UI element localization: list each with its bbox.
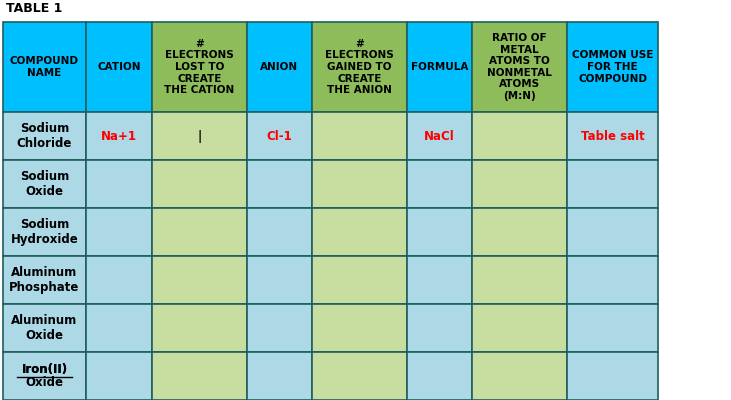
- Bar: [246, 112, 312, 160]
- Bar: [407, 304, 472, 352]
- Bar: [312, 256, 407, 304]
- Text: #
ELECTRONS
GAINED TO
CREATE
THE ANION: # ELECTRONS GAINED TO CREATE THE ANION: [325, 39, 394, 95]
- Text: Sodium
Oxide: Sodium Oxide: [20, 170, 69, 198]
- Bar: [312, 352, 407, 400]
- Bar: [152, 304, 246, 352]
- Bar: [312, 304, 407, 352]
- Bar: [407, 352, 472, 400]
- Bar: [246, 208, 312, 256]
- Bar: [152, 112, 246, 160]
- Bar: [3, 22, 86, 112]
- Bar: [472, 352, 567, 400]
- Bar: [567, 256, 658, 304]
- Bar: [246, 352, 312, 400]
- Text: NaCl: NaCl: [424, 130, 455, 142]
- Text: Cl-1: Cl-1: [267, 130, 292, 142]
- Bar: [472, 208, 567, 256]
- Bar: [472, 304, 567, 352]
- Text: COMMON USE
FOR THE
COMPOUND: COMMON USE FOR THE COMPOUND: [572, 50, 654, 84]
- Bar: [246, 160, 312, 208]
- Text: Na+1: Na+1: [101, 130, 137, 142]
- Text: CATION: CATION: [97, 62, 141, 72]
- Bar: [472, 256, 567, 304]
- Text: Aluminum
Oxide: Aluminum Oxide: [12, 314, 77, 342]
- Bar: [3, 256, 86, 304]
- Bar: [312, 112, 407, 160]
- Bar: [3, 304, 86, 352]
- Text: Sodium
Chloride: Sodium Chloride: [17, 122, 72, 150]
- Bar: [246, 256, 312, 304]
- Bar: [407, 256, 472, 304]
- Bar: [152, 352, 246, 400]
- Text: COMPOUND
NAME: COMPOUND NAME: [10, 56, 79, 78]
- Text: Sodium
Hydroxide: Sodium Hydroxide: [11, 218, 78, 246]
- Text: ANION: ANION: [260, 62, 298, 72]
- Text: Aluminum
Phosphate: Aluminum Phosphate: [10, 266, 80, 294]
- Bar: [567, 112, 658, 160]
- Text: Table salt: Table salt: [580, 130, 645, 142]
- Bar: [246, 304, 312, 352]
- Text: Iron(II): Iron(II): [21, 363, 67, 376]
- Bar: [86, 208, 152, 256]
- Text: Oxide: Oxide: [26, 376, 64, 389]
- Text: TABLE 1: TABLE 1: [7, 2, 63, 15]
- Bar: [407, 112, 472, 160]
- Bar: [567, 160, 658, 208]
- Text: |: |: [197, 130, 202, 142]
- Bar: [312, 208, 407, 256]
- Bar: [152, 256, 246, 304]
- Bar: [86, 256, 152, 304]
- Bar: [567, 22, 658, 112]
- Bar: [86, 160, 152, 208]
- Text: RATIO OF
METAL
ATOMS TO
NONMETAL
ATOMS
(M:N): RATIO OF METAL ATOMS TO NONMETAL ATOMS (…: [488, 33, 552, 101]
- Bar: [86, 112, 152, 160]
- Bar: [567, 304, 658, 352]
- Bar: [3, 160, 86, 208]
- Bar: [3, 352, 86, 400]
- Bar: [472, 22, 567, 112]
- Bar: [407, 160, 472, 208]
- Bar: [152, 160, 246, 208]
- Bar: [567, 208, 658, 256]
- Bar: [3, 208, 86, 256]
- Bar: [472, 112, 567, 160]
- Bar: [152, 22, 246, 112]
- Bar: [86, 22, 152, 112]
- Bar: [246, 22, 312, 112]
- Bar: [407, 22, 472, 112]
- Bar: [567, 352, 658, 400]
- Bar: [86, 304, 152, 352]
- Bar: [312, 160, 407, 208]
- Bar: [3, 112, 86, 160]
- Bar: [152, 208, 246, 256]
- Bar: [472, 160, 567, 208]
- Text: Iron(II): Iron(II): [21, 363, 67, 376]
- Bar: [407, 208, 472, 256]
- Text: #
ELECTRONS
LOST TO
CREATE
THE CATION: # ELECTRONS LOST TO CREATE THE CATION: [164, 39, 235, 95]
- Bar: [312, 22, 407, 112]
- Text: FORMULA: FORMULA: [411, 62, 469, 72]
- Bar: [86, 352, 152, 400]
